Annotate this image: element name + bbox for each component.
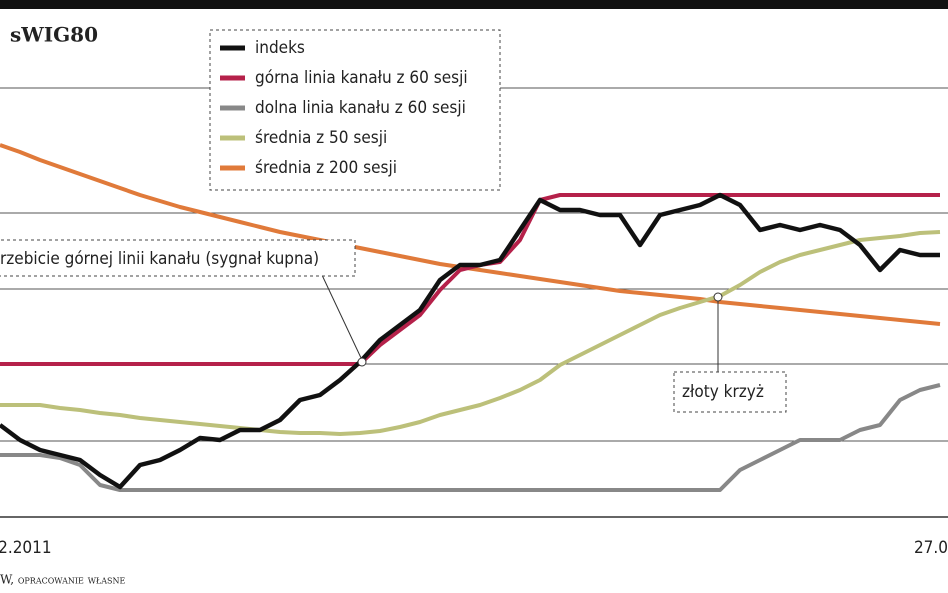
annotation-box (0, 239, 356, 277)
series-line (0, 192, 940, 490)
annotation-box (673, 371, 787, 413)
annotation-text: rzebicie górnej linii kanału (sygnał kup… (0, 249, 319, 269)
x-tick-label: 27.0 (914, 538, 948, 558)
series-line (0, 383, 941, 492)
legend: indeks górna linia kanału z 60 sesji dolna… (209, 29, 501, 191)
top-bar (0, 0, 948, 9)
plot (0, 143, 941, 492)
source: W, opracowanie własne (0, 573, 126, 587)
legend-label: górna linia kanału z 60 sesji (255, 68, 468, 88)
annotation-text: złoty krzyż (682, 382, 764, 402)
legend-label: dolna linia kanału z 60 sesji (255, 98, 466, 118)
legend-box (209, 29, 501, 191)
chart-title: sWIG80 (10, 23, 98, 47)
legend-label: indeks (255, 38, 305, 58)
series-line (0, 230, 941, 436)
legend-label: średnia z 200 sesji (255, 158, 397, 178)
annotation: złoty krzyż (673, 292, 787, 413)
series-line (0, 193, 940, 366)
marker (713, 292, 723, 302)
pointer (321, 274, 363, 361)
legend-label: średnia z 50 sesji (255, 128, 387, 148)
x-tick-label: 12.2011 (0, 538, 52, 558)
annotation: rzebicie górnej linii kanału (sygnał kup… (0, 239, 367, 367)
x-axis-labels: 12.2011 27.0 (0, 538, 948, 558)
marker (357, 357, 367, 367)
